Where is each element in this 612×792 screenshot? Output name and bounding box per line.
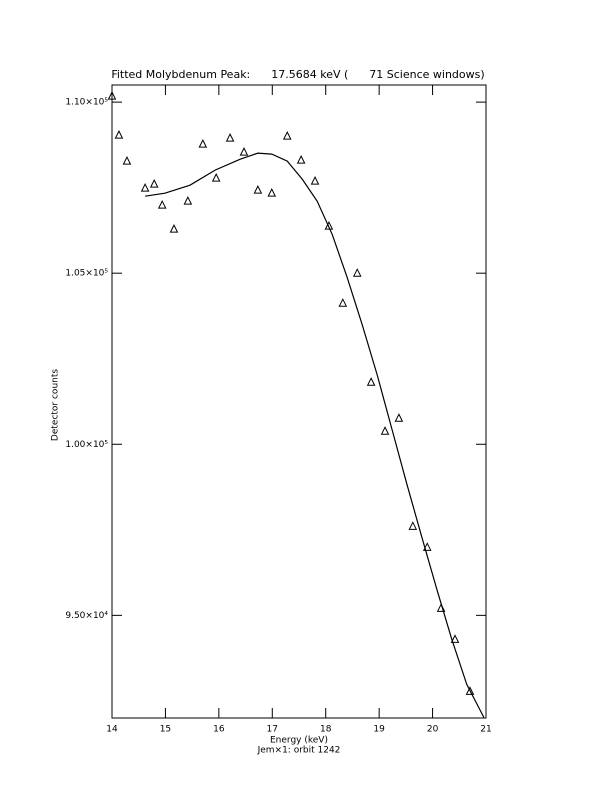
data-point [450, 634, 460, 643]
data-point [169, 224, 179, 233]
data-point [352, 268, 362, 277]
x-tick-label: 14 [106, 725, 118, 735]
plot-frame [111, 84, 487, 719]
x-axis-label: Energy (keV) [270, 736, 328, 746]
data-point [366, 377, 376, 386]
fit-line [145, 152, 485, 718]
data-point [114, 130, 124, 139]
y-tick-label: 9.50×10⁴ [65, 611, 108, 621]
data-point [394, 413, 404, 422]
data-point [422, 542, 432, 551]
data-point [267, 188, 277, 197]
x-tick-label: 16 [213, 725, 225, 735]
x-tick-label: 18 [320, 725, 332, 735]
y-axis-label: Detector counts [51, 369, 61, 441]
data-point [338, 298, 348, 307]
data-point [211, 173, 221, 182]
y-tick-label: 1.05×10⁵ [65, 269, 108, 279]
x-tick-label: 19 [373, 725, 385, 735]
chart-title: Fitted Molybdenum Peak: 17.5684 keV ( 71… [111, 68, 484, 81]
data-point [324, 221, 334, 230]
data-point [253, 185, 263, 194]
data-point [149, 179, 159, 188]
subtitle: Jem×1: orbit 1242 [257, 746, 341, 756]
data-point [408, 521, 418, 530]
data-point [310, 176, 320, 185]
y-tick-label: 1.00×10⁵ [65, 440, 108, 450]
data-point [380, 426, 390, 435]
x-tick-label: 21 [480, 725, 491, 735]
x-tick-label: 17 [267, 725, 278, 735]
data-point [140, 183, 150, 192]
data-point [183, 196, 193, 205]
data-point [296, 155, 306, 164]
data-point [465, 686, 475, 695]
data-point [225, 133, 235, 142]
data-point [239, 147, 249, 156]
data-point [107, 91, 117, 100]
x-tick-label: 20 [427, 725, 439, 735]
data-point [157, 200, 167, 209]
y-tick-label: 1.10×10⁵ [65, 98, 108, 108]
data-point [198, 139, 208, 148]
data-point [122, 156, 132, 165]
data-point [282, 131, 292, 140]
x-tick-label: 15 [160, 725, 171, 735]
